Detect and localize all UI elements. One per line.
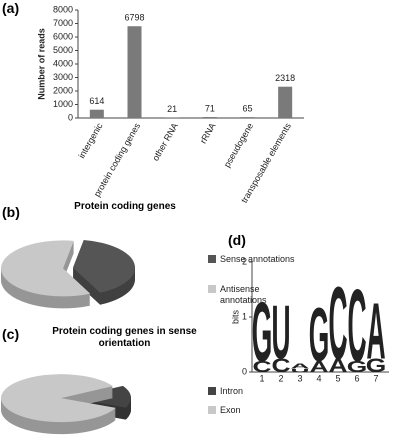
logo-letter: C xyxy=(328,265,347,380)
value-label: 2318 xyxy=(275,73,295,83)
y-tick-label: 7000 xyxy=(53,18,73,28)
logo-letter: G xyxy=(309,293,330,379)
logo-letter: U xyxy=(290,368,309,373)
x-tick-label: 2 xyxy=(278,373,283,383)
value-label: 614 xyxy=(89,96,104,106)
pie-slice xyxy=(1,374,116,435)
bar xyxy=(202,117,217,118)
x-tick-label: 4 xyxy=(316,373,321,383)
x-tick-label: 7 xyxy=(373,373,378,383)
bar xyxy=(240,117,255,118)
legend-swatch xyxy=(208,285,216,293)
x-tick-label: 3 xyxy=(297,373,302,383)
logo-letter: A xyxy=(290,362,309,371)
pie-slice xyxy=(1,240,91,309)
y-tick-label: 3000 xyxy=(53,72,73,82)
slice-top xyxy=(1,240,91,297)
logo-letter: C xyxy=(252,358,271,376)
value-label: 21 xyxy=(167,104,177,114)
y-axis-label: Number of reads xyxy=(36,28,46,100)
legend-label: Sense annotations xyxy=(220,254,295,264)
panel-label: (d) xyxy=(228,232,246,248)
legend-label: Intron xyxy=(220,386,244,396)
y-tick-label: 0 xyxy=(242,366,247,376)
y-axis-label: bits xyxy=(230,310,240,325)
x-tick-label: intergenic xyxy=(76,121,104,160)
y-tick-label: 6000 xyxy=(53,31,73,41)
legend-swatch xyxy=(208,255,216,263)
legend-label: Antisense annotations xyxy=(220,284,267,305)
chart-title: Protein coding genes in sense orientatio… xyxy=(52,326,197,349)
value-label: 71 xyxy=(205,103,215,113)
x-tick-label: 1 xyxy=(259,373,264,383)
x-tick-label: 6 xyxy=(354,373,359,383)
panel-label: (c) xyxy=(2,326,20,342)
logo-letter: A xyxy=(309,358,328,376)
bar xyxy=(278,86,293,118)
logo-letter: A xyxy=(366,286,385,376)
y-tick-label: 8000 xyxy=(53,4,73,14)
logo-letter: G xyxy=(252,287,273,380)
bar xyxy=(127,26,142,119)
legend-label: Exon xyxy=(220,405,241,415)
legend-swatch xyxy=(208,387,216,395)
chart-title: Protein coding genes xyxy=(74,201,176,212)
logo-letter: U xyxy=(271,290,290,376)
x-tick-label: pseudogene xyxy=(222,121,255,169)
x-tick-label: rRNA xyxy=(198,121,218,145)
y-tick-label: 2000 xyxy=(53,85,73,95)
panel-label: (b) xyxy=(2,204,20,220)
slice-top xyxy=(1,374,116,423)
value-label: 6798 xyxy=(124,13,144,23)
logo-letter: G xyxy=(347,358,368,376)
y-tick-label: 0 xyxy=(68,112,73,122)
logo-letter: C xyxy=(271,355,290,377)
logo-letter: A xyxy=(328,355,347,377)
panel-label: (a) xyxy=(2,0,20,16)
y-tick-label: 1 xyxy=(242,311,247,321)
y-tick-label: 2 xyxy=(242,256,247,266)
x-tick-label: other RNA xyxy=(150,121,180,162)
y-tick-label: 5000 xyxy=(53,45,73,55)
value-label: 65 xyxy=(242,103,252,113)
slice-top xyxy=(72,240,135,293)
bar xyxy=(89,109,104,118)
y-tick-label: 4000 xyxy=(53,58,73,68)
logo-letter: G xyxy=(366,355,387,377)
y-tick-label: 1000 xyxy=(53,99,73,109)
pie-slice xyxy=(72,240,135,305)
x-tick-label: 5 xyxy=(335,373,340,383)
logo-letter: C xyxy=(347,268,366,383)
legend-swatch xyxy=(208,406,216,414)
